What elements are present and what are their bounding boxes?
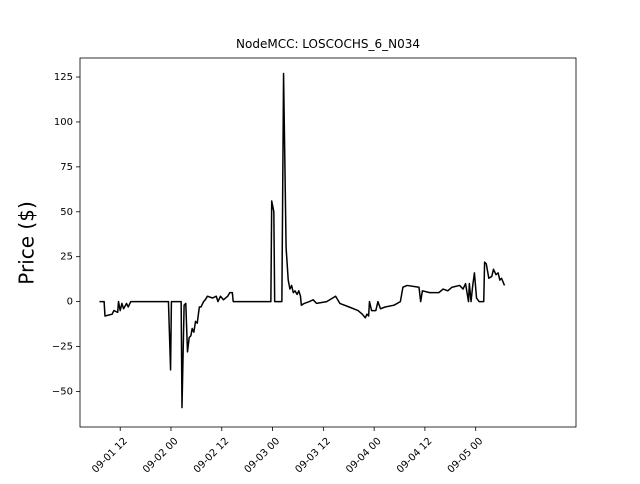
y-tick-label: 0 (67, 297, 73, 308)
x-tick-label: 09-04 12 (395, 436, 435, 476)
x-tick-label: 09-02 00 (141, 436, 181, 476)
chart-title: NodeMCC: LOSCOCHS_6_N034 (236, 37, 420, 51)
y-axis-label: Price ($) (15, 201, 39, 284)
plot-frame (79, 57, 577, 428)
y-tick-label: −50 (52, 386, 73, 397)
y-tick-label: 100 (54, 117, 73, 128)
y-tick-label: −25 (52, 342, 73, 353)
x-tick-label: 09-05 00 (446, 436, 486, 476)
x-tick-label: 09-03 00 (243, 436, 283, 476)
y-tick-label: 25 (60, 252, 73, 263)
x-tick-label: 09-04 00 (344, 436, 384, 476)
y-tick-label: 75 (60, 162, 73, 173)
x-tick-label: 09-03 12 (293, 436, 333, 476)
y-tick-label: 50 (60, 207, 73, 218)
y-tick-label: 125 (54, 72, 73, 83)
x-tick-label: 09-01 12 (90, 436, 130, 476)
x-tick-label: 09-02 12 (192, 436, 232, 476)
price-line (99, 72, 506, 409)
